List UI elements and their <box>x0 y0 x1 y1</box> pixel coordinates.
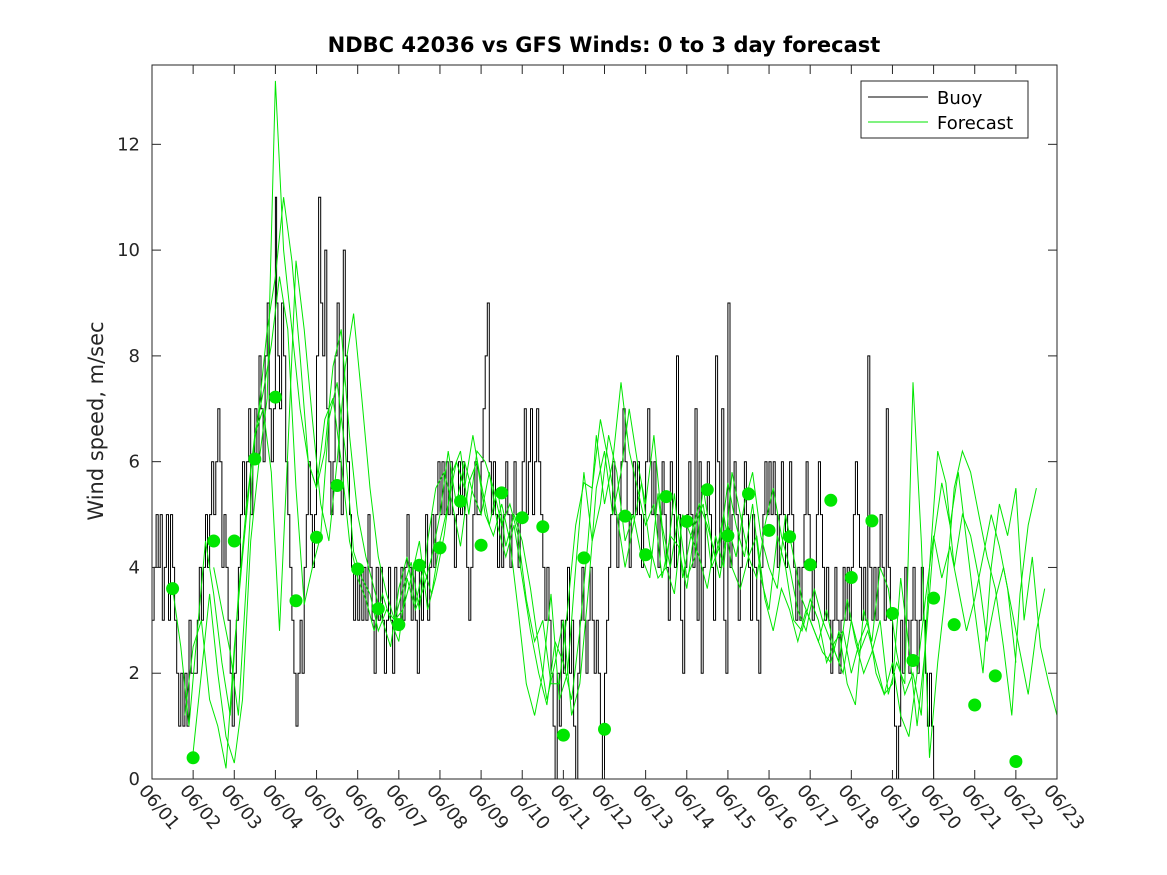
x-tick-label: 06/07 <box>381 781 430 834</box>
plot-background <box>152 65 1057 779</box>
x-tick-label: 06/05 <box>299 781 348 834</box>
forecast-point-marker <box>433 541 447 555</box>
y-tick-label: 12 <box>117 134 140 155</box>
forecast-point-marker <box>515 511 529 525</box>
forecast-point-marker <box>988 669 1002 683</box>
forecast-point-marker <box>968 698 982 712</box>
forecast-point-marker <box>166 582 180 596</box>
x-tick-label: 06/13 <box>628 781 677 834</box>
forecast-point-marker <box>639 548 653 562</box>
x-tick-label: 06/19 <box>875 781 924 834</box>
x-tick-label: 06/23 <box>1039 781 1088 834</box>
legend-box <box>860 80 1029 139</box>
x-tick-label: 06/20 <box>916 781 965 834</box>
forecast-point-marker <box>556 728 570 742</box>
x-tick-label: 06/10 <box>504 781 553 834</box>
x-tick-label: 06/09 <box>463 781 512 834</box>
forecast-point-marker <box>783 530 797 544</box>
x-tick-label: 06/17 <box>792 781 841 834</box>
forecast-point-marker <box>474 538 488 552</box>
forecast-point-marker <box>227 534 241 548</box>
forecast-point-marker <box>947 618 961 632</box>
forecast-point-marker <box>186 751 200 765</box>
forecast-point-marker <box>659 490 673 504</box>
y-axis-label: Wind speed, m/sec <box>84 321 108 520</box>
x-tick-label: 06/12 <box>587 781 636 834</box>
forecast-point-marker <box>310 530 323 544</box>
chart-title: NDBC 42036 vs GFS Winds: 0 to 3 day fore… <box>328 33 881 57</box>
y-tick-label: 2 <box>129 663 140 684</box>
forecast-point-marker <box>886 607 899 620</box>
forecast-point-marker <box>680 514 694 528</box>
x-tick-label: 06/06 <box>340 781 389 834</box>
x-tick-label: 06/11 <box>546 781 595 834</box>
forecast-point-marker <box>392 618 406 632</box>
forecast-point-marker <box>762 523 776 537</box>
forecast-point-marker <box>906 654 920 667</box>
x-tick-label: 06/03 <box>216 781 265 834</box>
plot-area: 02468101206/0106/0206/0306/0406/0506/060… <box>117 64 1089 834</box>
x-tick-label: 06/08 <box>422 781 471 834</box>
forecast-point-marker <box>536 520 550 534</box>
x-tick-label: 06/16 <box>751 781 800 834</box>
forecast-point-marker <box>412 558 426 572</box>
forecast-series-line-3 <box>184 197 1017 769</box>
forecast-point-marker <box>721 529 735 543</box>
forecast-point-marker <box>268 390 282 404</box>
forecast-point-marker <box>618 509 632 523</box>
legend-buoy-label: Buoy <box>937 88 983 109</box>
forecast-point-marker <box>598 722 611 736</box>
forecast-point-marker <box>207 534 221 548</box>
x-tick-label: 06/02 <box>175 781 224 834</box>
y-tick-label: 4 <box>129 557 140 578</box>
forecast-point-marker <box>803 558 817 572</box>
forecast-point-marker <box>742 487 755 501</box>
x-tick-label: 06/21 <box>957 781 1006 834</box>
x-tick-label: 06/01 <box>134 781 183 834</box>
buoy-series-line <box>152 196 936 780</box>
x-tick-label: 06/14 <box>669 781 718 834</box>
legend-forecast-label: Forecast <box>937 113 1013 134</box>
forecast-point-marker <box>577 551 591 565</box>
forecast-point-marker <box>330 479 344 492</box>
y-tick-label: 0 <box>129 769 140 790</box>
x-tick-label: 06/22 <box>998 781 1047 834</box>
x-tick-label: 06/04 <box>258 781 307 834</box>
y-tick-label: 10 <box>117 240 140 261</box>
forecast-point-marker <box>454 494 467 508</box>
x-tick-label: 06/18 <box>833 781 882 834</box>
forecast-point-marker <box>248 452 262 466</box>
forecast-point-marker <box>289 594 303 608</box>
forecast-point-marker <box>927 591 941 605</box>
x-tick-label: 06/15 <box>710 781 759 834</box>
y-tick-label: 8 <box>129 346 140 367</box>
forecast-series-line-2 <box>192 80 1058 764</box>
forecast-point-marker <box>865 514 879 528</box>
forecast-point-marker <box>371 602 385 616</box>
forecast-point-marker <box>495 486 509 500</box>
forecast-point-marker <box>351 562 365 576</box>
y-tick-label: 6 <box>129 452 140 473</box>
forecast-point-marker <box>700 483 714 497</box>
forecast-point-marker <box>844 571 858 584</box>
forecast-point-marker <box>1009 755 1023 768</box>
forecast-point-marker <box>824 493 838 507</box>
forecast-series-line-4 <box>213 260 1046 716</box>
legend: Buoy Forecast <box>860 80 1029 139</box>
